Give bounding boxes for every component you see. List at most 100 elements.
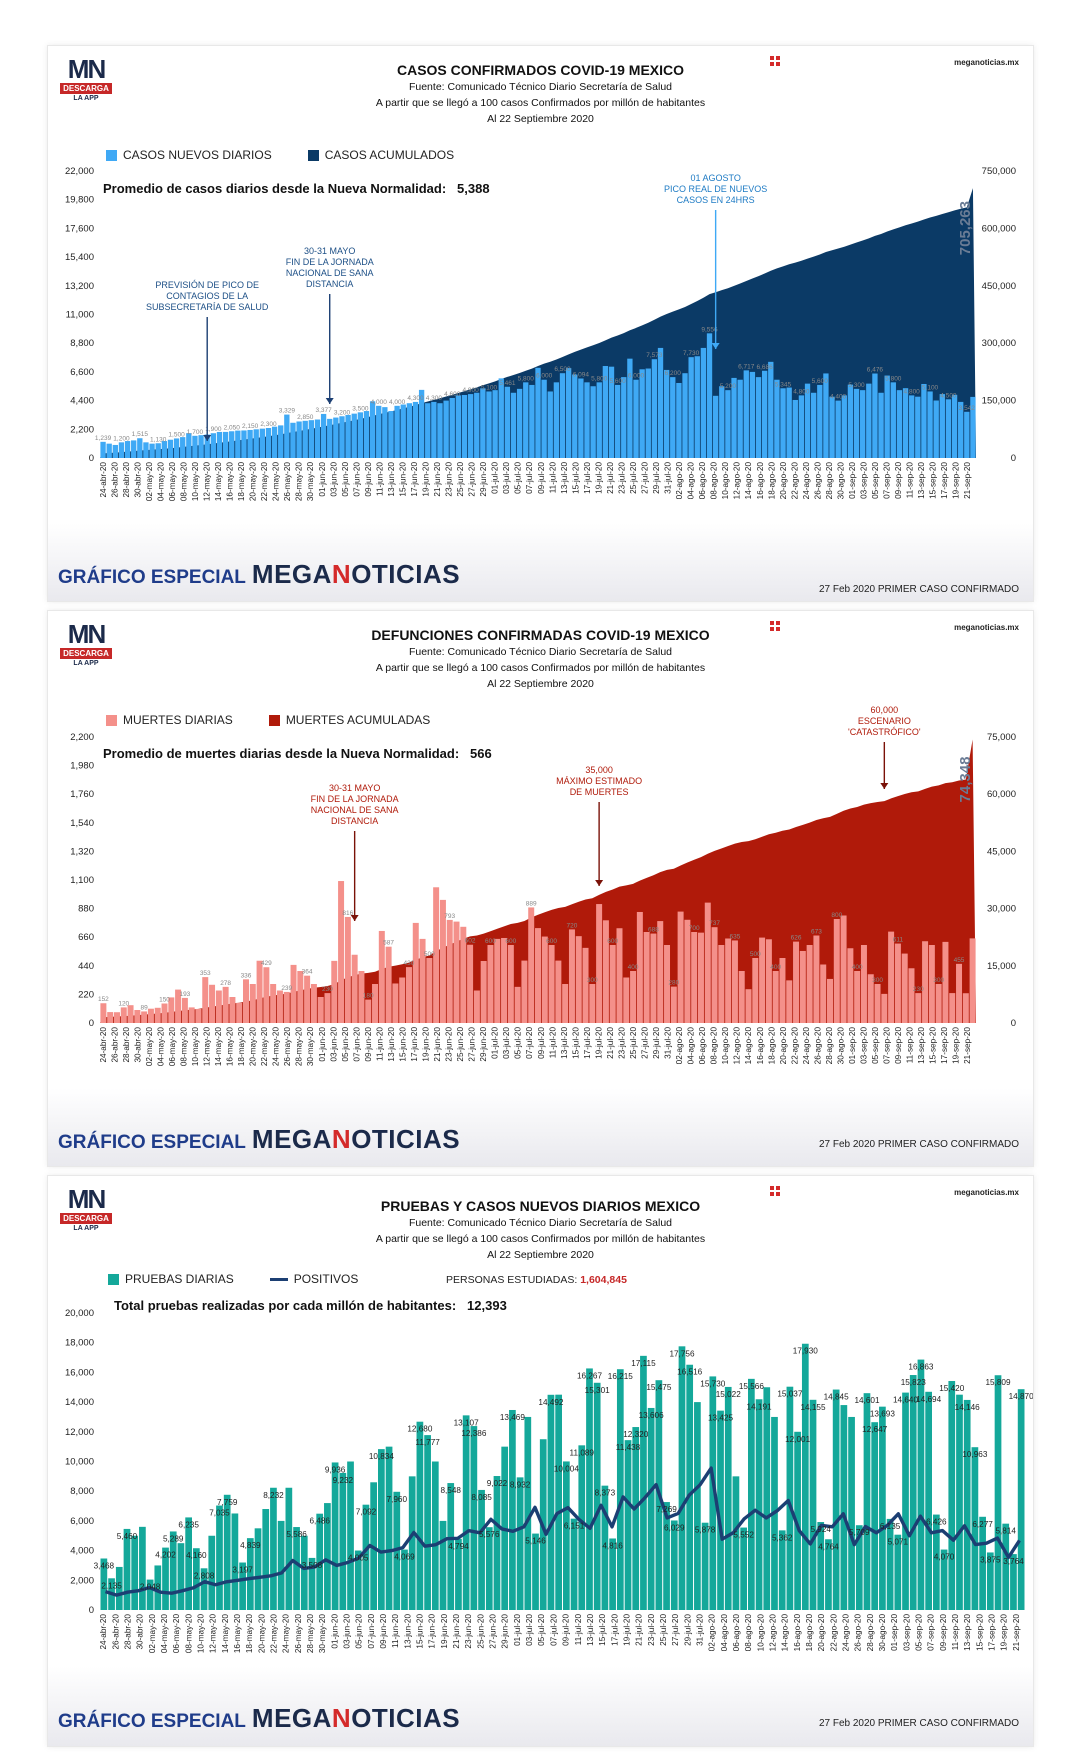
mn-logo[interactable]: MN DESCARGA LA APP <box>60 621 112 669</box>
tests-bar <box>1010 1554 1017 1610</box>
x-tick-label: 24-abr-20 <box>99 1027 108 1063</box>
y2-tick-label: 30,000 <box>987 904 1016 915</box>
mn-logo[interactable]: MN DESCARGA LA APP <box>60 1186 112 1234</box>
tests-bar <box>593 1382 601 1610</box>
tests-bar <box>717 1410 724 1610</box>
logo-download: DESCARGA <box>60 1213 112 1224</box>
x-tick-label: 16-ago-20 <box>793 1614 802 1652</box>
x-tick-label: 07-sep-20 <box>927 1614 936 1651</box>
x-tick-label: 09-jun-20 <box>379 1614 388 1649</box>
y-tick-label: 2,200 <box>70 424 94 435</box>
daily-bar <box>866 383 872 458</box>
tests-bar <box>331 1462 339 1610</box>
y-tick-label: 1,320 <box>70 846 94 857</box>
x-tick-label: 23-jul-20 <box>617 1027 626 1059</box>
legend-swatch-positive <box>269 1277 288 1281</box>
daily-bar <box>548 945 555 1023</box>
site-url[interactable]: meganoticias.mx <box>954 1188 1019 1197</box>
x-tick-label: 25-jun-20 <box>456 1027 465 1062</box>
annotation-text: 35,000 <box>585 765 613 775</box>
bar-value-label: 5,576 <box>479 1530 500 1539</box>
x-tick-label: 19-sep-20 <box>952 462 961 499</box>
x-tick-label: 26-abr-20 <box>111 1614 120 1650</box>
daily-bar <box>645 368 651 458</box>
annotation-arrowhead <box>711 343 720 349</box>
bar-value-label: 816 <box>342 910 353 917</box>
x-tick-label: 05-jul-20 <box>514 1027 523 1059</box>
daily-bar <box>131 440 137 458</box>
tests-bar <box>724 1386 732 1610</box>
bar-value-label: 278 <box>220 980 231 987</box>
annotation-text: 30-31 MAYO <box>304 246 355 256</box>
bar-value-label: 364 <box>302 969 313 976</box>
annotation-text: MÁXIMO ESTIMADO <box>556 776 642 786</box>
x-tick-label: 18-may-20 <box>237 462 246 502</box>
bar-value-label: 4,300 <box>407 395 424 402</box>
tests-bar <box>485 1527 493 1610</box>
bar-value-label: 10,004 <box>554 1464 579 1473</box>
x-tick-label: 23-jun-20 <box>445 462 454 497</box>
daily-bar <box>614 384 621 458</box>
annotation-text: CONTAGIOS DE LA <box>166 291 248 301</box>
daily-bar <box>609 945 616 1023</box>
site-url[interactable]: meganoticias.mx <box>954 623 1019 632</box>
bar-value-label: 4,400 <box>830 394 847 401</box>
bar-value-label: 7,035 <box>209 1509 230 1518</box>
x-tick-label: 19-sep-20 <box>952 1027 961 1064</box>
x-tick-label: 16-may-20 <box>233 1614 242 1654</box>
x-tick-label: 04-may-20 <box>156 1027 165 1067</box>
tests-bar <box>755 1399 763 1610</box>
x-tick-label: 20-ago-20 <box>779 462 788 500</box>
legend-positive-label: POSITIVOS <box>293 1272 359 1286</box>
daily-bar <box>664 945 671 1023</box>
tests-bar <box>686 1364 694 1610</box>
final-cumulative-label: 74,348 <box>957 757 974 803</box>
daily-bar <box>486 391 492 458</box>
bar-value-label: 239 <box>281 985 292 992</box>
site-url[interactable]: meganoticias.mx <box>954 58 1019 67</box>
legend-tests-label: PRUEBAS DIARIAS <box>125 1272 234 1286</box>
bar-value-label: 2,850 <box>297 414 314 421</box>
tests-bar <box>956 1394 963 1610</box>
daily-bar <box>399 977 406 1023</box>
logo-app: LA APP <box>73 1225 99 1232</box>
bar-value-label: 7,759 <box>217 1498 238 1507</box>
daily-bar <box>827 978 833 1023</box>
x-tick-label: 29-jul-20 <box>652 462 661 494</box>
bar-value-label: 6,235 <box>178 1520 199 1529</box>
tests-bar <box>270 1487 277 1610</box>
x-tick-label: 31-jul-20 <box>695 1614 704 1646</box>
bar-value-label: 9,022 <box>487 1479 508 1488</box>
x-tick-label: 12-ago-20 <box>733 1027 742 1065</box>
daily-bar <box>559 373 566 458</box>
tests-bar <box>162 1547 169 1610</box>
bar-value-label: 5,586 <box>286 1530 307 1539</box>
x-tick-label: 18-ago-20 <box>805 1614 814 1652</box>
bar-value-label: 1,900 <box>205 426 222 433</box>
tests-bar <box>886 1518 894 1610</box>
daily-bar <box>405 967 412 1023</box>
x-tick-label: 05-jun-20 <box>341 1027 350 1062</box>
x-tick-label: 08-may-20 <box>184 1614 193 1654</box>
bar-value-label: 5,800 <box>885 375 902 382</box>
tests-panel: MN DESCARGA LA APP meganoticias.mx PRUEB… <box>47 1175 1034 1747</box>
tests-bar <box>324 1503 331 1610</box>
bar-value-label: 7,730 <box>683 350 700 357</box>
annotation-text: CASOS EN 24HRS <box>677 195 755 205</box>
tests-bar <box>825 1539 832 1610</box>
bar-value-label: 16,215 <box>608 1372 633 1381</box>
x-tick-label: 26-abr-20 <box>110 1027 119 1063</box>
bar-value-label: 230 <box>913 986 924 993</box>
daily-bar <box>759 937 766 1023</box>
daily-bar <box>327 418 333 458</box>
bar-value-label: 13,425 <box>708 1414 733 1423</box>
bar-value-label: 6,151 <box>564 1522 585 1531</box>
mn-logo[interactable]: MN DESCARGA LA APP <box>60 56 112 104</box>
bar-value-label: 2,150 <box>242 423 259 430</box>
tests-bar <box>462 1415 470 1610</box>
daily-bar <box>455 395 462 458</box>
tests-bar <box>786 1386 794 1610</box>
tests-bar <box>678 1346 686 1610</box>
daily-bar <box>369 401 376 458</box>
daily-bar <box>798 395 805 458</box>
